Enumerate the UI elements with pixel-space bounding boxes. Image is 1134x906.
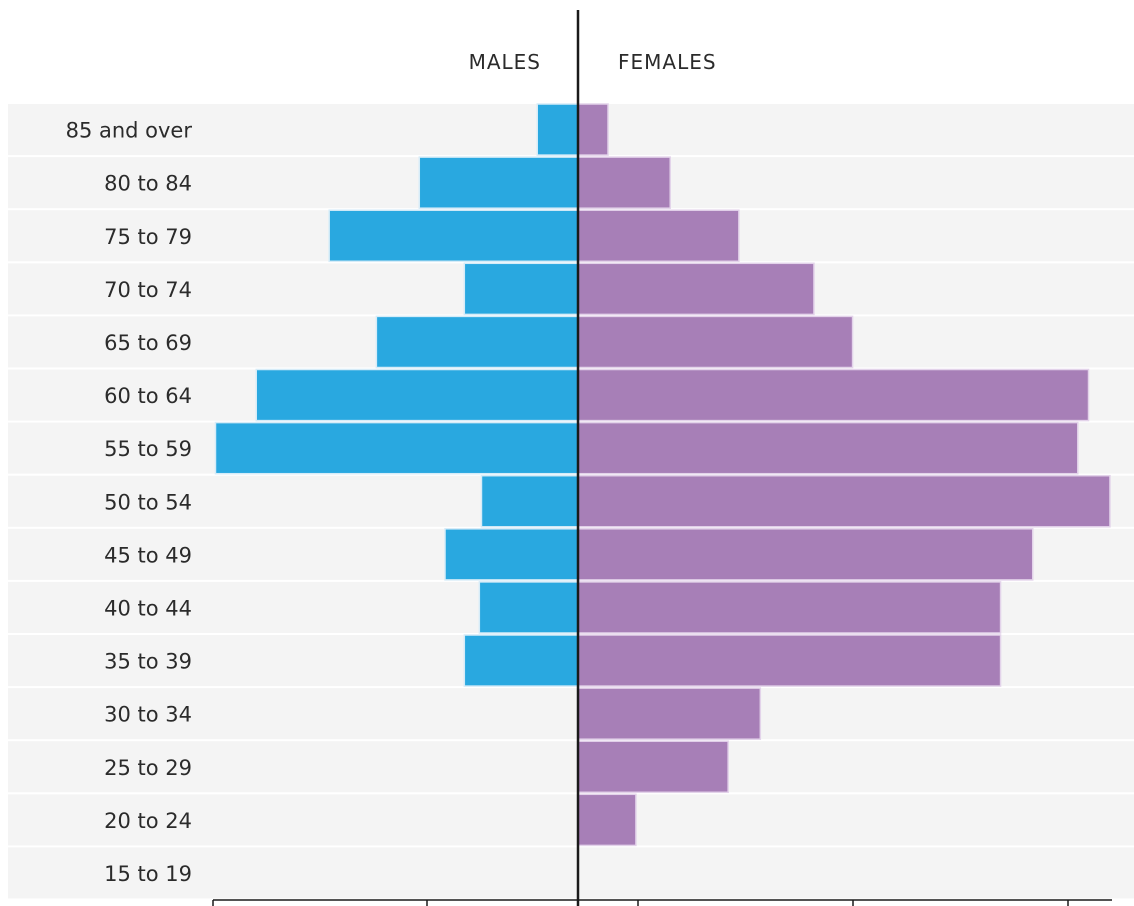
category-label: 80 to 84 — [104, 172, 192, 196]
males-label: MALES — [469, 50, 541, 74]
category-label: 20 to 24 — [104, 809, 192, 833]
row-band — [8, 794, 1134, 846]
category-label: 65 to 69 — [104, 331, 192, 355]
female-bar — [577, 315, 854, 369]
male-bar — [418, 156, 579, 209]
category-label: 30 to 34 — [104, 703, 192, 727]
female-bar — [577, 156, 671, 209]
male-bar — [463, 634, 579, 687]
female-bar — [577, 581, 1002, 634]
male-bar — [375, 315, 579, 369]
male-bar — [328, 209, 579, 263]
female-bar — [577, 103, 609, 156]
category-label: 60 to 64 — [104, 384, 192, 408]
females-label: FEMALES — [618, 50, 717, 74]
category-label: 45 to 49 — [104, 543, 192, 567]
bar-marks — [214, 103, 1111, 847]
category-label: 15 to 19 — [104, 862, 192, 886]
category-labels: 85 and over 80 to 84 75 to 79 70 to 74 65 to… — [66, 119, 193, 886]
category-label: 25 to 29 — [104, 756, 192, 780]
category-label: 50 to 54 — [104, 490, 192, 514]
female-bar — [577, 634, 1002, 687]
female-bar — [577, 740, 729, 794]
male-bar — [214, 421, 579, 475]
male-bar — [478, 581, 579, 634]
female-bar — [577, 474, 1111, 528]
x-axis — [212, 899, 1112, 906]
row-band — [8, 741, 1134, 793]
male-bar — [255, 368, 579, 422]
male-bar — [536, 103, 579, 156]
male-bar — [480, 474, 579, 528]
male-bar — [444, 528, 579, 581]
row-band — [8, 847, 1134, 899]
category-label: 70 to 74 — [104, 278, 192, 302]
category-label: 85 and over — [66, 119, 193, 143]
female-bar — [577, 368, 1090, 422]
male-bar — [463, 262, 579, 316]
category-label: 40 to 44 — [104, 596, 192, 620]
category-label: 55 to 59 — [104, 437, 192, 461]
female-bar — [577, 793, 637, 847]
female-bar — [577, 209, 740, 263]
female-bar — [577, 421, 1079, 475]
female-bar — [577, 262, 815, 316]
row-band — [8, 688, 1134, 740]
category-label: 75 to 79 — [104, 225, 192, 249]
category-label: 35 to 39 — [104, 650, 192, 674]
female-bar — [577, 687, 762, 740]
female-bar — [577, 528, 1034, 581]
